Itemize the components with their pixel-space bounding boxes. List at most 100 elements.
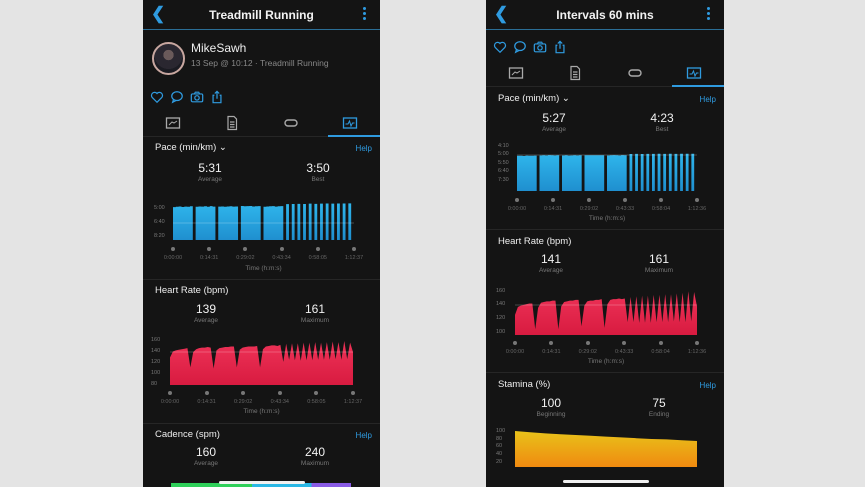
tab-summary[interactable]: [143, 110, 202, 136]
y-tick-label: 80: [496, 436, 503, 442]
share-icon[interactable]: [210, 90, 224, 104]
loop-icon: [628, 69, 642, 77]
avatar[interactable]: [152, 42, 185, 75]
y-tick-label: 40: [496, 451, 503, 457]
y-tick-label: 160: [151, 337, 161, 343]
tab-charts[interactable]: [321, 110, 380, 136]
stamina-help-link[interactable]: Help: [699, 381, 716, 390]
y-tick-label: 20: [496, 459, 503, 465]
tab-charts[interactable]: [665, 60, 725, 86]
comment-icon[interactable]: [170, 90, 184, 104]
stat-value: 4:23: [650, 111, 674, 125]
tab-laps[interactable]: [605, 60, 665, 86]
tab-bar: [143, 110, 380, 136]
summary-card-icon: [508, 67, 523, 79]
x-axis-title: Time (h:m:s): [243, 408, 280, 415]
x-axis-dot: [658, 341, 663, 345]
x-axis-dot: [351, 391, 355, 395]
section-divider: [486, 229, 724, 230]
hr-average: 139 Average: [161, 302, 251, 324]
chart-icon: [343, 117, 358, 129]
pace-average: 5:27 Average: [509, 111, 599, 133]
x-axis-dot: [352, 247, 356, 251]
more-options-icon[interactable]: [363, 7, 367, 22]
x-axis-dot: [659, 198, 663, 202]
hr-area: [170, 341, 353, 385]
x-axis-dot: [585, 341, 590, 345]
x-axis-title: Time (h:m:s): [245, 265, 282, 272]
x-tick-label: 0:14:31: [543, 206, 563, 212]
pace-section-label[interactable]: Pace (min/km) ⌄: [498, 93, 570, 104]
pace-chart-svg: [517, 153, 697, 191]
y-tick-label: 5:00: [154, 205, 165, 211]
action-icons: [150, 90, 224, 104]
stat-label: Maximum: [300, 460, 330, 467]
y-tick-label: 140: [151, 348, 161, 354]
back-chevron-icon[interactable]: ❮: [494, 4, 509, 23]
hr-section-label: Heart Rate (bpm): [498, 236, 572, 247]
tab-details[interactable]: [202, 110, 261, 136]
right-phone-screen: ❮ Intervals 60 mins Pace (min/km) ⌄ Help…: [486, 0, 724, 487]
back-chevron-icon[interactable]: ❮: [151, 4, 166, 23]
x-tick-label: 1:12:36: [687, 349, 707, 355]
x-tick-label: 0:29:02: [579, 206, 599, 212]
camera-icon[interactable]: [190, 90, 204, 104]
x-tick-label: 1:12:37: [343, 399, 363, 405]
y-tick-label: 5:50: [498, 160, 509, 166]
stat-label: Average: [193, 460, 219, 467]
pace-help-link[interactable]: Help: [355, 144, 372, 153]
y-tick-label: 6:40: [498, 168, 509, 174]
share-icon[interactable]: [553, 40, 567, 54]
stat-value: 240: [304, 445, 326, 459]
x-tick-label: 0:14:31: [197, 399, 216, 405]
document-icon: [570, 65, 581, 81]
stat-label: Average: [193, 317, 219, 324]
tab-summary[interactable]: [486, 60, 546, 86]
loop-icon: [284, 119, 298, 127]
stat-label: Maximum: [644, 267, 674, 274]
left-phone-screen: ❮ Treadmill Running MikeSawh 13 Sep @ 10…: [143, 0, 380, 487]
pace-best: 4:23 Best: [617, 111, 707, 133]
pace-best: 3:50 Best: [273, 161, 363, 183]
x-axis-dot: [695, 341, 699, 345]
x-tick-label: 0:00:00: [163, 255, 183, 261]
heart-icon[interactable]: [150, 90, 164, 104]
cadence-chart-partial: [171, 483, 351, 487]
chart-icon: [687, 67, 702, 79]
y-tick-label: 100: [496, 329, 506, 335]
heart-icon[interactable]: [493, 40, 507, 54]
x-axis-title: Time (h:m:s): [588, 215, 626, 222]
comment-icon[interactable]: [513, 40, 527, 54]
x-tick-label: 0:58:04: [651, 206, 671, 212]
tab-laps[interactable]: [262, 110, 321, 136]
x-tick-label: 0:14:31: [542, 349, 561, 355]
more-options-icon[interactable]: [707, 7, 711, 22]
cadence-help-link[interactable]: Help: [355, 431, 372, 440]
pace-section-label[interactable]: Pace (min/km) ⌄: [155, 142, 227, 153]
x-tick-label: 0:29:02: [236, 255, 255, 261]
home-indicator[interactable]: [219, 481, 305, 484]
tab-details[interactable]: [546, 60, 606, 86]
stat-value: 100: [540, 396, 562, 410]
y-tick-label: 160: [496, 288, 506, 294]
y-tick-label: 8:20: [154, 233, 165, 239]
camera-icon[interactable]: [533, 40, 547, 54]
stat-label: Beginning: [536, 411, 566, 418]
chevron-down-icon: ⌄: [218, 142, 227, 153]
x-axis-dot: [241, 391, 246, 395]
x-tick-label: 0:00:00: [505, 349, 525, 355]
x-tick-label: 1:12:37: [344, 255, 364, 261]
active-tab-indicator: [672, 85, 724, 87]
pace-help-link[interactable]: Help: [699, 95, 716, 104]
x-tick-label: 0:43:33: [615, 206, 635, 212]
x-axis-dot: [243, 247, 248, 251]
user-name[interactable]: MikeSawh: [191, 41, 247, 55]
x-axis-dot: [207, 247, 212, 251]
stat-value: 3:50: [306, 161, 330, 175]
y-tick-label: 4:10: [498, 143, 509, 149]
page-title: Intervals 60 mins: [556, 8, 654, 22]
home-indicator[interactable]: [563, 480, 649, 483]
pace-chart-svg: [173, 203, 354, 240]
x-axis-dot: [171, 247, 175, 251]
stamina-ending: 75 Ending: [614, 396, 704, 418]
